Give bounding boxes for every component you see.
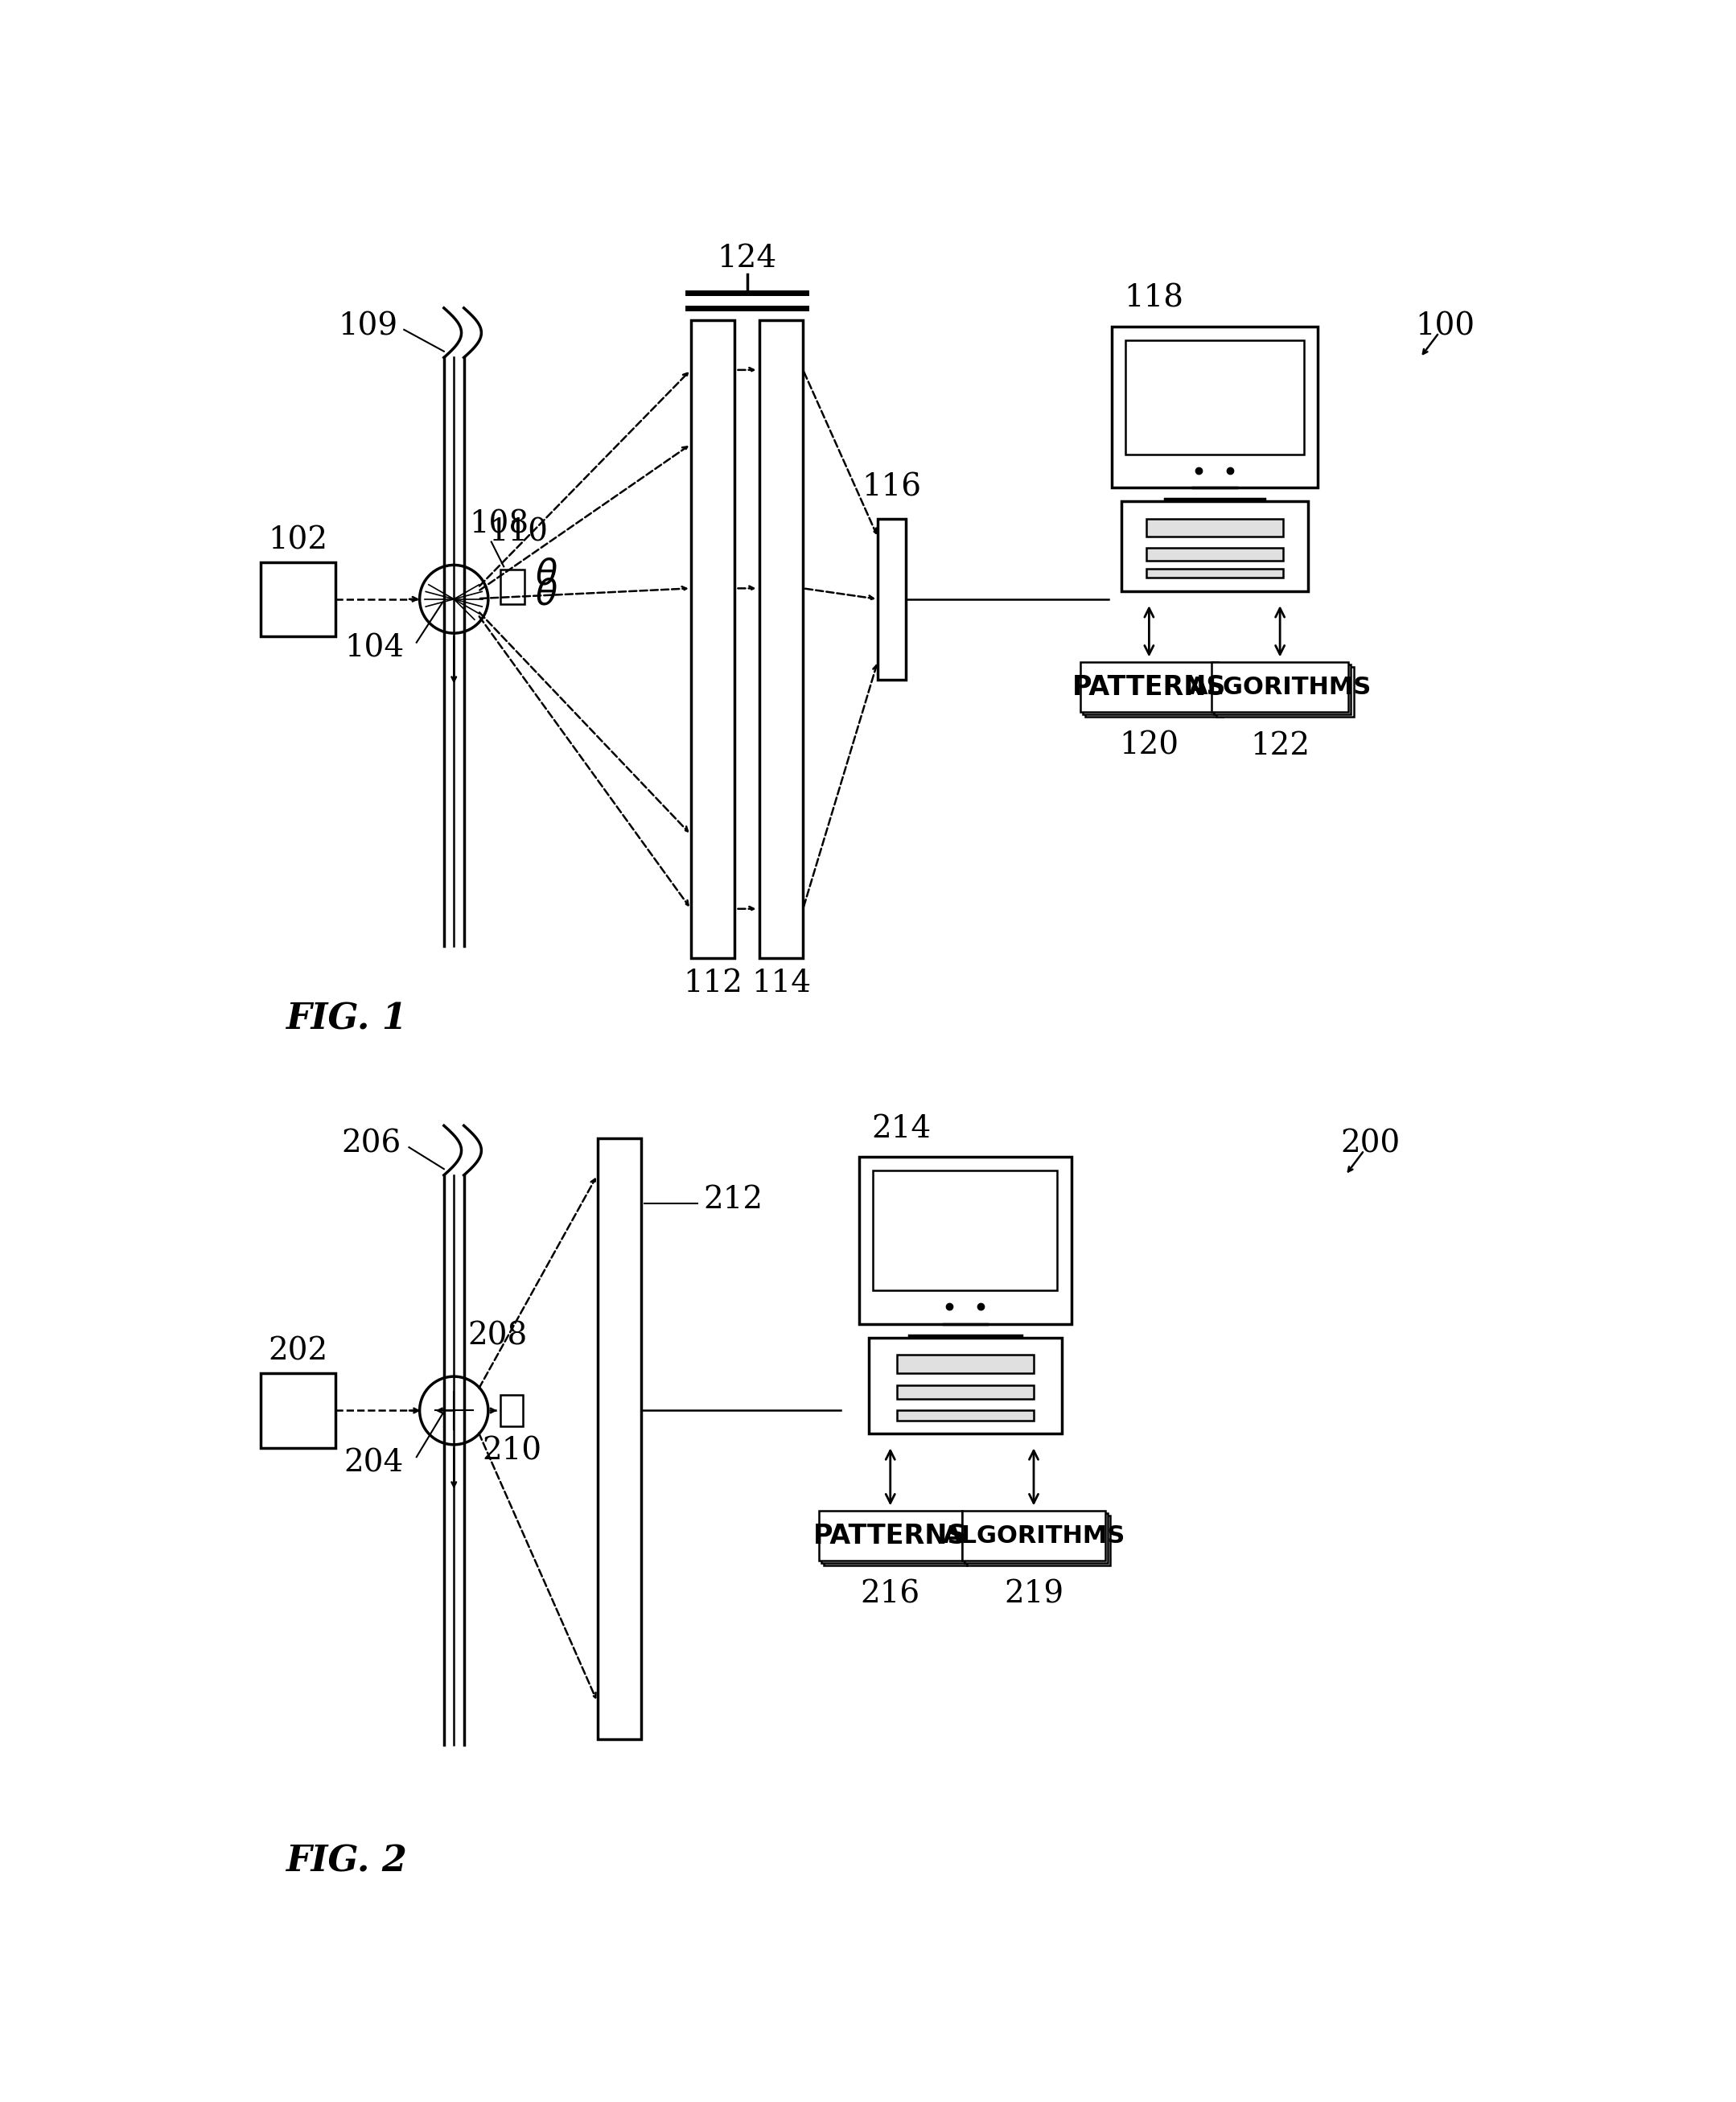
Bar [1217, 666, 1354, 717]
Bar [759, 320, 804, 959]
Text: ALGORITHMS: ALGORITHMS [1189, 675, 1371, 698]
Text: 120: 120 [1120, 731, 1179, 761]
Bar [1212, 662, 1349, 713]
Bar [821, 1513, 965, 1564]
Text: 122: 122 [1250, 731, 1309, 761]
Text: 112: 112 [682, 969, 743, 998]
Text: FIG. 2: FIG. 2 [286, 1843, 406, 1879]
Text: 219: 219 [1003, 1579, 1064, 1610]
Text: PATTERNS: PATTERNS [814, 1522, 967, 1549]
Bar [859, 1156, 1071, 1324]
Text: 210: 210 [483, 1436, 542, 1465]
Text: 124: 124 [717, 244, 776, 273]
Text: 102: 102 [269, 526, 328, 555]
Bar [965, 1513, 1108, 1564]
Bar [868, 1337, 1062, 1434]
Text: $\theta$: $\theta$ [535, 557, 557, 593]
Bar [691, 320, 734, 959]
Bar [1146, 519, 1283, 536]
Text: 110: 110 [488, 517, 549, 547]
Text: 212: 212 [703, 1186, 762, 1215]
Text: 202: 202 [267, 1337, 328, 1366]
Text: 108: 108 [469, 511, 529, 540]
Text: 214: 214 [871, 1114, 930, 1143]
Text: 208: 208 [467, 1322, 528, 1352]
Bar [260, 561, 335, 637]
Bar [1083, 664, 1220, 715]
Bar [260, 1373, 335, 1448]
Text: PATTERNS: PATTERNS [1073, 675, 1226, 700]
Bar [1146, 570, 1283, 578]
Text: ALGORITHMS: ALGORITHMS [943, 1524, 1125, 1547]
Bar [1125, 341, 1304, 454]
Bar [1146, 549, 1283, 561]
Bar [1121, 500, 1307, 591]
Text: 200: 200 [1340, 1129, 1401, 1158]
Text: 206: 206 [342, 1129, 401, 1158]
Bar [962, 1511, 1106, 1560]
Text: 216: 216 [861, 1579, 920, 1610]
Text: 104: 104 [344, 635, 404, 664]
Bar [597, 1137, 641, 1738]
Text: 204: 204 [344, 1448, 404, 1478]
Bar [1080, 662, 1217, 713]
Text: 116: 116 [863, 473, 922, 502]
Bar [500, 570, 524, 603]
Bar [1111, 326, 1318, 488]
Bar [873, 1171, 1057, 1291]
Bar [1085, 666, 1222, 717]
Text: 114: 114 [752, 969, 811, 998]
Text: 109: 109 [339, 311, 398, 341]
Bar [1213, 664, 1351, 715]
Bar [819, 1511, 962, 1560]
Bar [896, 1410, 1033, 1421]
Bar [967, 1516, 1111, 1566]
Text: $\theta$: $\theta$ [535, 578, 557, 612]
Bar [878, 519, 906, 679]
Bar [823, 1516, 967, 1566]
Bar [500, 1396, 523, 1425]
Bar [896, 1385, 1033, 1400]
Bar [896, 1356, 1033, 1373]
Text: FIG. 1: FIG. 1 [286, 1003, 406, 1036]
Text: 118: 118 [1125, 284, 1184, 313]
Text: 100: 100 [1415, 311, 1476, 341]
